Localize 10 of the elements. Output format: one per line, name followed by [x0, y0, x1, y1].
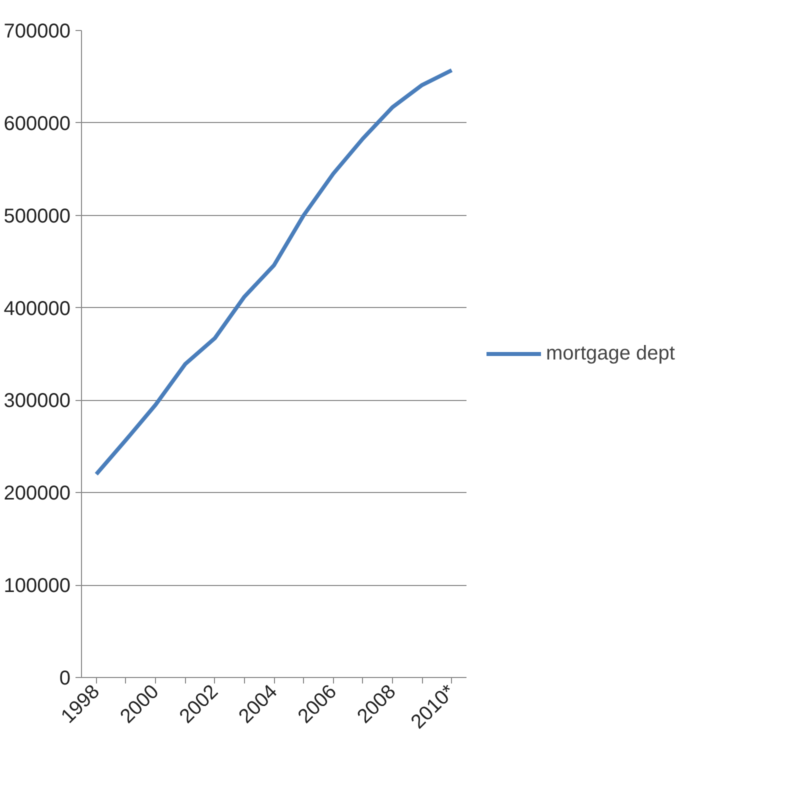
y-tick-label: 200000: [4, 482, 71, 505]
y-tick-label: 400000: [4, 298, 71, 320]
y-tick-label: 300000: [4, 390, 71, 412]
y-tick-label: 600000: [4, 112, 71, 135]
y-tick-label: 500000: [4, 205, 71, 228]
legend-label: mortgage dept: [546, 342, 675, 365]
y-tick-label: 0: [59, 668, 70, 690]
y-tick-label: 100000: [4, 575, 71, 598]
line-series: [94, 68, 454, 476]
y-tick-label: 700000: [4, 20, 71, 42]
